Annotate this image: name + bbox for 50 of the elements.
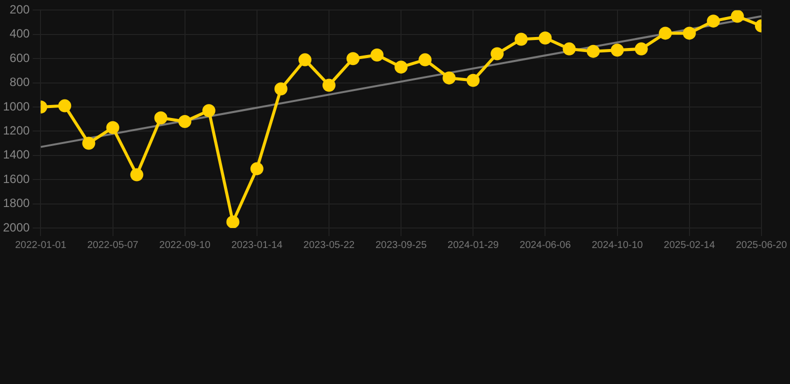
point (514, 32, 528, 46)
y-tick-label: 600 (10, 50, 30, 65)
point (370, 48, 384, 62)
y-tick-label: 1400 (2, 148, 30, 162)
point (202, 104, 216, 118)
point (442, 71, 456, 84)
y-tick-label: 1000 (2, 99, 30, 114)
x-tick-label: 2024-06-06 (520, 240, 572, 251)
point (706, 14, 720, 28)
y-tick-label: 400 (10, 26, 30, 41)
x-tick-label: 2024-01-29 (448, 240, 500, 251)
x-tick-label: 2023-01-14 (231, 240, 283, 251)
y-tick-label: 1600 (2, 172, 30, 186)
point (538, 32, 552, 45)
point (610, 44, 624, 57)
y-tick-label: 200 (10, 2, 30, 17)
point (466, 74, 480, 87)
point (154, 111, 168, 124)
x-tick-label: 2022-01-01 (15, 240, 67, 251)
point (346, 52, 360, 66)
y-tick-label: 1200 (2, 124, 30, 138)
point (586, 44, 600, 58)
x-tick-label: 2025-06-20 (736, 240, 788, 251)
point (322, 78, 336, 92)
point (130, 168, 144, 182)
point (298, 53, 312, 66)
point (682, 26, 696, 40)
x-tick-label: 2022-05-07 (87, 240, 139, 251)
x-tick-label: 2022-09-10 (159, 240, 211, 251)
point (178, 115, 192, 128)
point (106, 121, 120, 134)
point (250, 162, 264, 176)
x-tick-label: 2023-05-22 (303, 240, 355, 251)
point (562, 42, 576, 56)
x-tick-label: 2025-02-14 (664, 240, 716, 251)
point (730, 10, 744, 23)
point (274, 82, 288, 96)
x-tick-label: 2023-09-25 (375, 240, 428, 251)
point (82, 136, 96, 150)
y-tick-label: 2000 (2, 220, 30, 234)
point (634, 42, 648, 56)
point (490, 47, 504, 60)
y-tick-label: 800 (10, 75, 30, 90)
point (658, 26, 672, 40)
point (226, 215, 240, 228)
point (394, 60, 408, 74)
x-tick-label: 2024-10-10 (592, 240, 644, 251)
y-tick-label: 1800 (2, 196, 30, 210)
point (58, 99, 72, 112)
point (418, 53, 432, 66)
